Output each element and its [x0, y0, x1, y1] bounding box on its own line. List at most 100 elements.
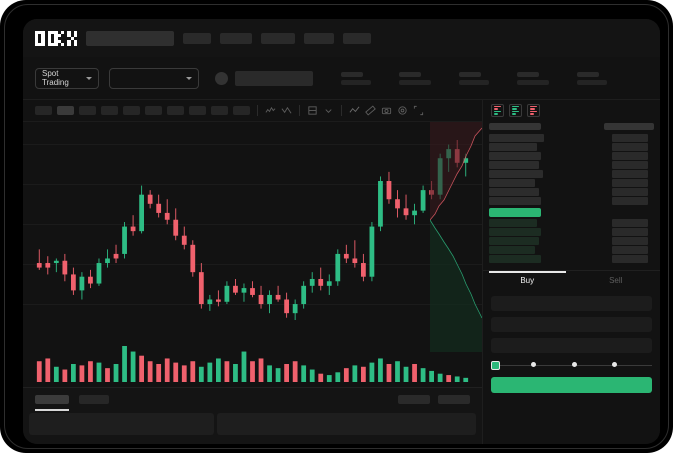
orders-action-1[interactable]: [398, 395, 430, 404]
ask-price: [489, 170, 543, 178]
timeframe-10[interactable]: [233, 106, 250, 115]
stat-5-value: [577, 79, 607, 85]
orders-tab-1[interactable]: [35, 395, 69, 404]
ask-row[interactable]: [489, 170, 654, 179]
slider-stop-50[interactable]: [571, 362, 577, 367]
bid-amount: [612, 219, 648, 227]
indicators-icon[interactable]: [265, 105, 276, 116]
timeframe-3[interactable]: [79, 106, 96, 115]
stat-1: [341, 71, 371, 85]
candlestick-series: [36, 140, 469, 320]
price-chart[interactable]: [23, 122, 482, 387]
orderbook-asks[interactable]: [483, 134, 660, 206]
buy-submit-button[interactable]: [491, 377, 652, 393]
pair-name-value: [235, 70, 313, 86]
tab-buy[interactable]: Buy: [483, 271, 572, 290]
orders-tabs: [23, 388, 482, 411]
nav-item-1[interactable]: [86, 30, 174, 46]
amount-field[interactable]: [491, 338, 652, 353]
bid-price: [489, 219, 537, 227]
ask-row[interactable]: [489, 197, 654, 206]
stat-5-label: [577, 71, 599, 77]
nav-item-6[interactable]: [343, 32, 371, 44]
nav-item-2[interactable]: [183, 32, 211, 44]
device-bezel: Spot Trading: [4, 4, 669, 449]
timeframe-5[interactable]: [123, 106, 140, 115]
timeframe-2[interactable]: [57, 106, 74, 115]
stat-1-label: [341, 71, 363, 77]
bid-amount: [612, 255, 648, 263]
ask-row[interactable]: [489, 161, 654, 170]
ask-row[interactable]: [489, 143, 654, 152]
depth-chart-overlay: [430, 122, 482, 352]
slider-stop-75[interactable]: [611, 362, 617, 367]
nav-items: [86, 30, 371, 46]
timeframe-9[interactable]: [211, 106, 228, 115]
bid-price: [489, 228, 541, 236]
okx-logo[interactable]: [35, 30, 77, 46]
orderbook-mode-asks[interactable]: [527, 103, 540, 117]
nav-item-5[interactable]: [304, 32, 334, 44]
bid-row[interactable]: [489, 237, 654, 246]
orderbook-mode-bids[interactable]: [509, 103, 522, 117]
timeframe-4[interactable]: [101, 106, 118, 115]
settings-gear-icon[interactable]: [397, 105, 408, 116]
timeframe-8[interactable]: [189, 106, 206, 115]
right-sidebar: Buy Sell: [482, 100, 660, 444]
orders-panel-left[interactable]: [29, 413, 214, 435]
orderbook-view-modes: [483, 100, 660, 120]
stat-3-value: [459, 79, 489, 85]
ask-row[interactable]: [489, 179, 654, 188]
trading-mode-selector[interactable]: Spot Trading: [35, 67, 99, 89]
pair-selector[interactable]: [109, 67, 199, 89]
trading-mode-label: Spot Trading: [42, 69, 69, 87]
line-chart-icon[interactable]: [349, 105, 360, 116]
timeframe-6[interactable]: [145, 106, 162, 115]
timeframe-7[interactable]: [167, 106, 184, 115]
orderbook-mode-both[interactable]: [491, 103, 504, 117]
last-price-highlight: [489, 208, 541, 217]
market-header: Spot Trading: [23, 57, 660, 100]
orders-tab-2[interactable]: [79, 395, 109, 404]
camera-icon[interactable]: [381, 105, 392, 116]
price-field[interactable]: [491, 317, 652, 332]
stat-2-label: [399, 71, 421, 77]
order-type-field[interactable]: [491, 296, 652, 311]
bid-amount: [612, 228, 648, 236]
slider-handle[interactable]: [491, 361, 500, 370]
bid-row[interactable]: [489, 219, 654, 228]
compare-icon[interactable]: [281, 105, 292, 116]
ruler-icon[interactable]: [365, 105, 376, 116]
timeframe-1[interactable]: [35, 106, 52, 115]
chevron-down-icon: [86, 76, 92, 80]
coin-avatar: [215, 71, 228, 85]
template-icon[interactable]: [307, 105, 318, 116]
ask-amount: [612, 188, 648, 196]
orders-panel-right[interactable]: [217, 413, 476, 435]
stat-4-label: [517, 71, 539, 77]
nav-item-4[interactable]: [261, 32, 295, 44]
amount-percent-slider[interactable]: [491, 359, 652, 371]
ask-row[interactable]: [489, 188, 654, 197]
orders-action-2[interactable]: [438, 395, 470, 404]
bid-row[interactable]: [489, 255, 654, 264]
tab-sell[interactable]: Sell: [609, 276, 623, 285]
nav-item-3[interactable]: [220, 32, 252, 44]
bid-row[interactable]: [489, 228, 654, 237]
slider-stop-25[interactable]: [531, 362, 537, 367]
chevron-down-icon[interactable]: [323, 105, 334, 116]
orders-panel: [23, 387, 482, 444]
ask-row[interactable]: [489, 134, 654, 143]
bid-row[interactable]: [489, 246, 654, 255]
bid-amount: [612, 237, 648, 245]
chart-toolbar: [23, 100, 482, 122]
orderbook-col-price: [489, 123, 541, 130]
ask-price: [489, 179, 535, 187]
ask-row[interactable]: [489, 152, 654, 161]
orderbook-bids[interactable]: [483, 219, 660, 264]
app-screen: Spot Trading: [23, 19, 660, 444]
fullscreen-icon[interactable]: [413, 105, 424, 116]
orders-content: [23, 404, 482, 435]
orderbook-col-amount: [604, 123, 654, 130]
ask-amount: [612, 197, 648, 205]
